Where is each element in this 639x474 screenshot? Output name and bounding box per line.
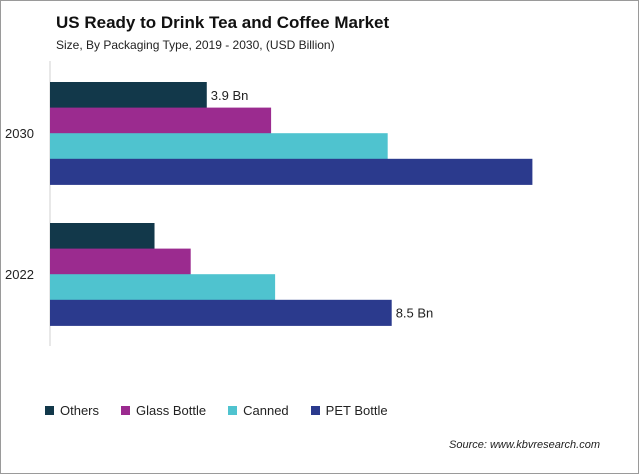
- category-label: 2022: [5, 267, 34, 282]
- legend-item-glass-bottle: Glass Bottle: [121, 403, 206, 418]
- legend-swatch: [310, 406, 320, 415]
- legend-label: Others: [60, 403, 100, 418]
- chart-subtitle: Size, By Packaging Type, 2019 - 2030, (U…: [56, 38, 335, 52]
- legend-item-others: Others: [45, 403, 99, 418]
- legend-label: PET Bottle: [325, 403, 388, 418]
- plot-area: 2030 3.9 Bn 2022 8.5 Bn: [5, 61, 533, 346]
- legend-swatch: [45, 406, 54, 415]
- bar-pet-bottle-2022: [50, 299, 392, 326]
- legend-label: Glass Bottle: [136, 403, 207, 418]
- legend-label: Canned: [243, 403, 289, 418]
- legend-swatch: [228, 406, 238, 415]
- bar-canned-2030: [50, 133, 388, 160]
- data-label: 3.9 Bn: [211, 88, 249, 103]
- bar-others-2022: [50, 223, 155, 250]
- legend-item-pet-bottle: PET Bottle: [310, 403, 388, 418]
- bar-glass-bottle-2022: [50, 248, 191, 275]
- legend: Others Glass Bottle Canned PET Bottle: [45, 403, 410, 418]
- category-label: 2030: [5, 126, 34, 141]
- legend-item-canned: Canned: [228, 403, 289, 418]
- source-note: Source: www.kbvresearch.com: [449, 439, 600, 451]
- data-label: 8.5 Bn: [396, 306, 434, 321]
- legend-swatch: [121, 406, 131, 415]
- bar-others-2030: [50, 82, 207, 109]
- bar-glass-bottle-2030: [50, 107, 272, 134]
- chart-title: US Ready to Drink Tea and Coffee Market: [56, 13, 390, 32]
- bar-canned-2022: [50, 274, 276, 301]
- bar-pet-bottle-2030: [50, 158, 533, 185]
